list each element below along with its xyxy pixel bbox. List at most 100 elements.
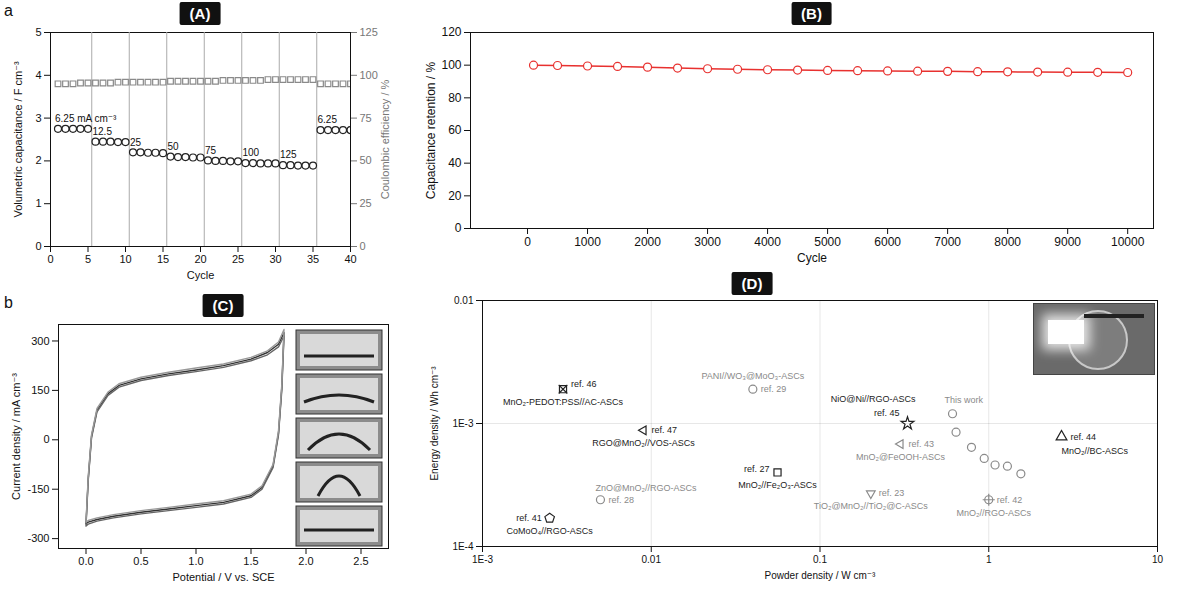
svg-text:40: 40	[448, 156, 462, 170]
svg-text:75: 75	[205, 145, 217, 156]
svg-text:ref. 41: ref. 41	[516, 513, 542, 523]
svg-text:6.25 mA cm⁻³: 6.25 mA cm⁻³	[55, 113, 117, 124]
svg-text:MnO₂@FeOOH-ASCs: MnO₂@FeOOH-ASCs	[856, 452, 946, 462]
svg-text:This work: This work	[945, 395, 984, 405]
svg-text:Capacitance retention / %: Capacitance retention / %	[424, 61, 438, 199]
svg-text:Volumetric capacitance / F cm⁻: Volumetric capacitance / F cm⁻³	[12, 61, 24, 218]
svg-text:60: 60	[448, 123, 462, 137]
svg-text:MnO₂//RGO-ASCs: MnO₂//RGO-ASCs	[956, 508, 1031, 518]
svg-text:10: 10	[1152, 554, 1164, 565]
svg-text:300: 300	[31, 334, 49, 346]
svg-text:2: 2	[35, 154, 41, 166]
svg-text:50: 50	[168, 141, 180, 152]
svg-text:150: 150	[31, 384, 49, 396]
svg-text:25: 25	[360, 197, 372, 209]
svg-text:120: 120	[441, 25, 461, 39]
svg-text:ref. 45: ref. 45	[874, 408, 900, 418]
svg-text:0.0: 0.0	[78, 555, 93, 567]
svg-text:TiO₂@MnO₂//TiO₂@C-ASCs: TiO₂@MnO₂//TiO₂@C-ASCs	[814, 501, 929, 511]
svg-text:20: 20	[448, 189, 462, 203]
svg-text:1E-3: 1E-3	[472, 554, 494, 565]
svg-text:MnO₂//BC-ASCs: MnO₂//BC-ASCs	[1062, 446, 1129, 456]
svg-text:100: 100	[243, 147, 260, 158]
svg-text:100: 100	[360, 69, 378, 81]
svg-text:Cycle: Cycle	[187, 269, 215, 281]
svg-text:0.5: 0.5	[133, 555, 148, 567]
svg-text:8000: 8000	[994, 235, 1021, 249]
svg-text:1: 1	[35, 197, 41, 209]
svg-text:3000: 3000	[694, 235, 721, 249]
svg-text:1E-4: 1E-4	[452, 541, 474, 552]
svg-text:40: 40	[344, 253, 356, 265]
svg-text:75: 75	[360, 112, 372, 124]
svg-text:30: 30	[269, 253, 281, 265]
svg-text:7000: 7000	[934, 235, 961, 249]
svg-text:Cycle: Cycle	[797, 251, 827, 265]
svg-text:0: 0	[47, 253, 53, 265]
svg-text:20: 20	[194, 253, 206, 265]
svg-text:PANI//WO₃@MoO₃-ASCs: PANI//WO₃@MoO₃-ASCs	[701, 371, 804, 381]
svg-text:10000: 10000	[1111, 235, 1145, 249]
svg-text:MnO₂//Fe₂O₃-ASCs: MnO₂//Fe₂O₃-ASCs	[738, 480, 817, 490]
svg-text:1.5: 1.5	[243, 555, 258, 567]
svg-text:4000: 4000	[754, 235, 781, 249]
svg-text:1000: 1000	[574, 235, 601, 249]
svg-text:9000: 9000	[1054, 235, 1081, 249]
svg-text:6.25: 6.25	[318, 114, 338, 125]
svg-text:ref. 46: ref. 46	[571, 379, 597, 389]
svg-text:ref. 28: ref. 28	[608, 495, 634, 505]
svg-text:35: 35	[307, 253, 319, 265]
svg-text:1.0: 1.0	[188, 555, 203, 567]
svg-text:25: 25	[232, 253, 244, 265]
svg-text:12.5: 12.5	[93, 126, 113, 137]
svg-text:Powder density / W cm⁻³: Powder density / W cm⁻³	[765, 570, 877, 581]
svg-text:100: 100	[441, 58, 461, 72]
svg-text:6000: 6000	[874, 235, 901, 249]
svg-text:4: 4	[35, 69, 41, 81]
svg-text:15: 15	[157, 253, 169, 265]
svg-text:0: 0	[43, 433, 49, 445]
svg-text:ref. 42: ref. 42	[997, 495, 1023, 505]
svg-text:ref. 44: ref. 44	[1071, 432, 1097, 442]
svg-text:Potential / V vs. SCE: Potential / V vs. SCE	[172, 571, 274, 583]
svg-text:ref. 43: ref. 43	[909, 439, 935, 449]
svg-text:MnO₂-PEDOT:PSS//AC-ASCs: MnO₂-PEDOT:PSS//AC-ASCs	[503, 397, 624, 407]
svg-text:0.1: 0.1	[813, 554, 827, 565]
svg-text:NiO@Ni//RGO-ASCs: NiO@Ni//RGO-ASCs	[831, 394, 916, 404]
svg-text:ZnO@MnO₂//RGO-ASCs: ZnO@MnO₂//RGO-ASCs	[595, 483, 697, 493]
svg-text:2000: 2000	[634, 235, 661, 249]
svg-text:0: 0	[455, 221, 462, 235]
svg-text:80: 80	[448, 91, 462, 105]
svg-text:0.01: 0.01	[642, 554, 662, 565]
svg-text:-300: -300	[27, 532, 49, 544]
svg-text:125: 125	[360, 26, 378, 38]
svg-text:5: 5	[85, 253, 91, 265]
svg-text:ref. 27: ref. 27	[744, 464, 770, 474]
svg-text:Coulombic efficiency / %: Coulombic efficiency / %	[379, 79, 391, 199]
svg-text:50: 50	[360, 154, 372, 166]
svg-text:0: 0	[524, 235, 531, 249]
svg-text:ref. 47: ref. 47	[652, 425, 678, 435]
svg-text:-150: -150	[27, 483, 49, 495]
svg-text:25: 25	[130, 137, 142, 148]
html-text:(B): (B)	[801, 5, 822, 22]
svg-text:Current density / mA cm⁻³: Current density / mA cm⁻³	[10, 373, 22, 500]
svg-text:2.5: 2.5	[353, 555, 368, 567]
svg-text:0: 0	[35, 240, 41, 252]
svg-text:5: 5	[35, 26, 41, 38]
svg-text:0.01: 0.01	[454, 295, 474, 306]
svg-text:RGO@MnO₂//VOS-ASCs: RGO@MnO₂//VOS-ASCs	[592, 438, 695, 448]
svg-text:CoMoO₄//RGO-ASCs: CoMoO₄//RGO-ASCs	[507, 526, 594, 536]
svg-text:5000: 5000	[814, 235, 841, 249]
html-text:(A): (A)	[189, 5, 211, 22]
svg-text:ref. 29: ref. 29	[761, 384, 787, 394]
svg-text:10: 10	[119, 253, 131, 265]
svg-text:0: 0	[360, 240, 366, 252]
svg-text:1E-3: 1E-3	[452, 418, 474, 429]
svg-text:2.0: 2.0	[298, 555, 313, 567]
svg-text:125: 125	[280, 149, 297, 160]
svg-text:3: 3	[35, 112, 41, 124]
svg-text:Energy density / Wh cm⁻³: Energy density / Wh cm⁻³	[429, 366, 440, 481]
svg-text:ref. 23: ref. 23	[879, 488, 905, 498]
svg-text:1: 1	[986, 554, 992, 565]
